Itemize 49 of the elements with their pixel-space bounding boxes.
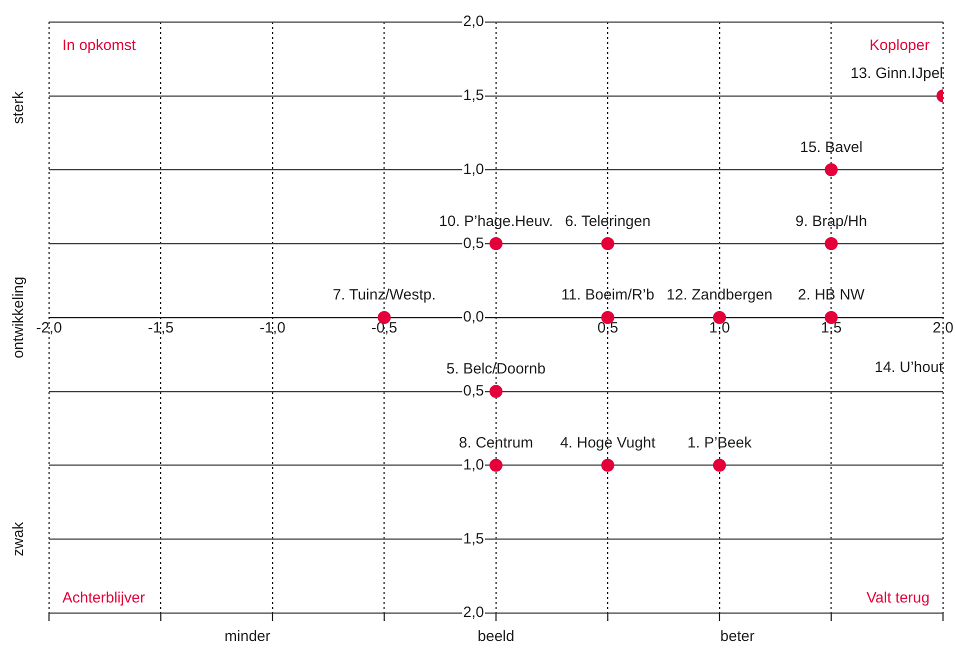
series-label: 9. Brap/Hh (795, 212, 868, 230)
annotation: In opkomst (62, 36, 137, 54)
annotation: Koploper (870, 36, 930, 54)
series-label: 8. Centrum (458, 434, 534, 452)
series-label: 12. Zandbergen (666, 286, 772, 304)
series-label: 1. P’Beek (687, 434, 752, 452)
annotation: Valt terug (866, 589, 930, 606)
y-tick-label: 0,5 (463, 234, 484, 252)
annotation: Achterblijver (62, 589, 145, 606)
y-tick-label: 0,5 (463, 382, 484, 400)
text: beter (720, 628, 754, 646)
point (601, 458, 614, 472)
series-label: 13. Ginn.IJpel (850, 65, 944, 82)
point (490, 458, 502, 472)
series-label: 10. P’hage.Heuv. (439, 212, 553, 230)
series-label: 7. Tuinz/Westp. (332, 286, 436, 304)
series-label: 6. Teleringen (564, 212, 651, 230)
series-label: 15. Bavel (800, 138, 863, 156)
y-tick-label: 1,5 (463, 87, 484, 104)
point (824, 237, 838, 250)
y-tick-label: 1,5 (463, 530, 484, 548)
x-axis-title: beeld (478, 628, 514, 646)
x-tick-label: 1,5 (820, 320, 842, 337)
x-tick-label: 1,0 (709, 320, 730, 337)
y-tick-label: 1,0 (463, 456, 484, 474)
point (824, 163, 838, 176)
point (713, 458, 726, 472)
text: sterk (10, 90, 28, 124)
x-tick-label: 2,0 (932, 320, 954, 337)
series-label: 5. Belc/Doornb (446, 360, 546, 378)
x-tick-label: -2,0 (36, 320, 62, 337)
x-tick-label: -1,0 (260, 320, 286, 337)
x-tick-label: -1,5 (148, 320, 174, 337)
text: zwak (10, 522, 28, 556)
x-tick-label: -0,5 (371, 320, 398, 337)
point (490, 237, 502, 250)
point (601, 237, 614, 250)
x-tick-label: 0,5 (597, 320, 618, 337)
y-tick-label: 0,0 (463, 308, 484, 326)
y-tick-label: 2,0 (463, 604, 484, 622)
y-tick-label: 1,0 (463, 160, 484, 178)
series-label: 11. Boeim/R’b (561, 286, 654, 304)
annotation: 14. U’hout (874, 358, 944, 376)
series-label: 2. HB NW (798, 286, 866, 304)
series-label: 4. Hoge Vught (560, 434, 656, 452)
point (490, 384, 502, 398)
y-axis-title: ontwikkeling (10, 276, 28, 358)
text: minder (224, 628, 270, 646)
y-tick-label: 2,0 (463, 13, 484, 30)
